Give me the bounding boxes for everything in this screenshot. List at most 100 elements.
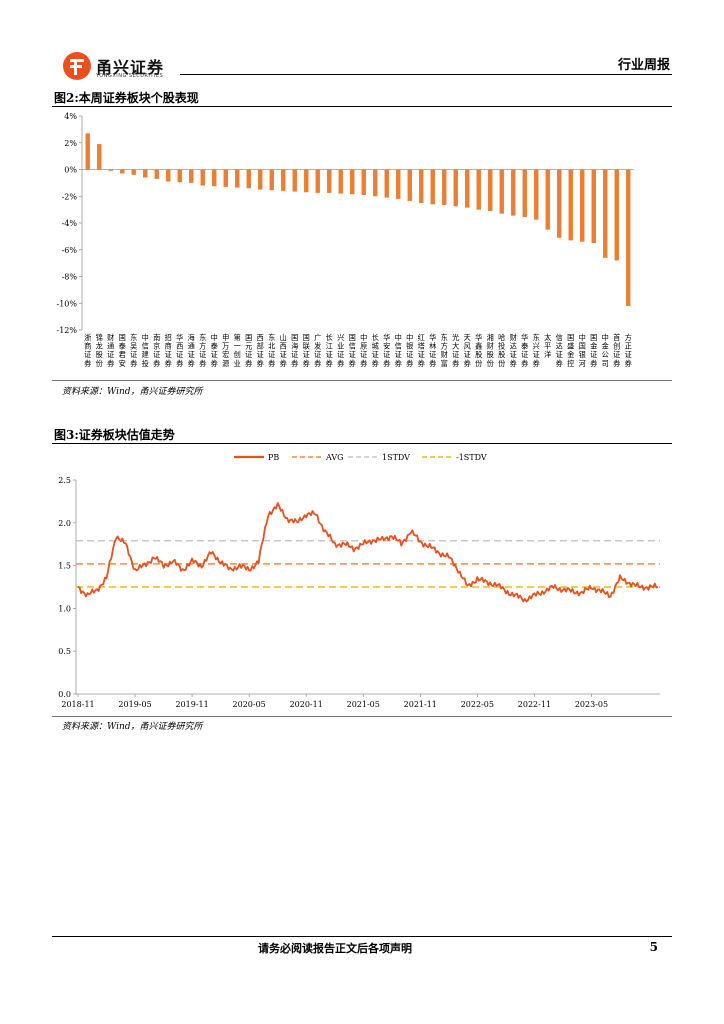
x-tick-label: 中信建投 (142, 333, 149, 368)
y-tick-label: 2.0 (58, 519, 71, 528)
x-tick-label: 2022-11 (518, 700, 551, 709)
bar (212, 169, 217, 187)
bar (85, 133, 90, 170)
x-tick-label: 2020-11 (290, 700, 323, 709)
y-tick-label: -6% (62, 246, 78, 255)
x-tick-label: 东兴证券 (533, 333, 540, 368)
x-tick-label: 第一创业 (234, 333, 241, 368)
x-tick-label: 国泰君安 (119, 333, 126, 368)
x-tick-label: 东方证券 (199, 333, 206, 368)
y-tick-label: 0.0 (58, 690, 71, 699)
bar (189, 169, 194, 183)
bar (246, 169, 251, 189)
bar (292, 169, 297, 192)
y-tick-label: -2% (62, 192, 78, 201)
x-tick-label: 浙商证券 (84, 333, 91, 368)
legend-label: AVG (325, 453, 344, 462)
x-tick-label: 国盛金控 (567, 333, 574, 368)
figure3-source: 资料来源：Wind，甬兴证券研究所 (62, 722, 203, 732)
x-tick-label: 南京证券 (153, 333, 160, 368)
company-logo (63, 52, 91, 80)
bar (396, 169, 401, 199)
bar (120, 169, 125, 174)
bar (580, 169, 585, 242)
bar (338, 169, 343, 194)
x-tick-label: 2023-05 (575, 700, 608, 709)
bar (177, 169, 182, 183)
x-tick-label: 海通证券 (188, 333, 195, 368)
x-tick-label: 西部证券 (257, 333, 264, 368)
bar (258, 169, 263, 190)
header-divider (180, 74, 672, 75)
x-tick-label: 天风证券 (464, 333, 471, 368)
figure3-source-divider (52, 716, 672, 717)
x-tick-label: 东北证券 (268, 333, 275, 368)
bar-chart: 4% 2% 0% -2% -4% -6% -8% -10% -12% 浙商证券锦龙股份财通证券国泰… (57, 112, 634, 368)
x-tick-label: 太平洋 (544, 333, 551, 359)
pb-line (77, 502, 659, 603)
bar (97, 144, 102, 170)
bar (488, 169, 493, 211)
x-tick-label: 中金公司 (602, 333, 609, 368)
bar (350, 169, 355, 195)
figure2-source: 资料来源：Wind，甬兴证券研究所 (62, 387, 203, 397)
bar (442, 169, 447, 205)
figure2-top-divider (52, 106, 672, 107)
x-tick-label: 哈投股份 (498, 333, 505, 368)
legend-label: 1STDV (382, 453, 410, 462)
figure3-top-divider (52, 443, 672, 444)
x-tick-label: 中银证券 (406, 333, 413, 368)
bar (315, 169, 320, 193)
bar (223, 169, 228, 187)
bar (373, 169, 378, 197)
bar (327, 169, 332, 193)
y-tick-label: -8% (62, 273, 78, 282)
x-tick-label: 华林证券 (429, 333, 436, 368)
x-tick-label: 山西证券 (280, 333, 287, 368)
report-type: 行业周报 (617, 58, 670, 73)
footer-divider (52, 936, 672, 937)
figure2-title: 图2:本周证券板块个股表现 (54, 91, 199, 105)
x-tick-label: 财通证券 (107, 333, 114, 368)
company-name-en: YONGXING SECURITIES (96, 73, 164, 79)
company-name: 甬兴证券 (96, 58, 165, 77)
bar (453, 169, 458, 207)
legend-label: PB (268, 453, 279, 462)
x-tick-label: 国海证券 (291, 333, 298, 368)
bar (499, 169, 504, 214)
x-tick-label: 东吴证券 (130, 333, 137, 368)
y-tick-label: -10% (57, 299, 78, 308)
x-tick-label: 兴业证券 (337, 333, 344, 368)
x-tick-label: 2020-05 (233, 700, 266, 709)
bar (614, 169, 619, 261)
bar (143, 169, 148, 178)
bar (626, 169, 631, 306)
y-tick-label: -4% (62, 219, 78, 228)
y-tick-label: 2.5 (58, 476, 71, 485)
bar (557, 169, 562, 238)
bar (465, 169, 470, 208)
bar (430, 169, 435, 205)
page-number: 5 (649, 940, 658, 954)
figure3-title: 图3:证券板块估值走势 (54, 428, 175, 442)
x-tick-label: 2018-11 (61, 700, 94, 709)
x-tick-label: 东方财富 (441, 333, 448, 368)
x-tick-label: 锦龙股份 (96, 333, 103, 368)
x-tick-label: 2021-11 (404, 700, 437, 709)
bar (154, 169, 159, 179)
x-tick-label: 广发证券 (314, 333, 321, 368)
legend-label: -1STDV (456, 453, 487, 462)
x-tick-label: 国信证券 (349, 333, 356, 368)
footer-disclaimer: 请务必阅读报告正文后各项声明 (258, 942, 412, 955)
x-tick-label: 中泰证券 (211, 333, 218, 368)
x-tick-label: 长城证券 (372, 333, 379, 368)
x-tick-label: 信达证券 (556, 333, 563, 368)
x-tick-label: 国元证券 (245, 333, 252, 368)
x-tick-label: 湘财股份 (487, 333, 494, 368)
bar (108, 169, 113, 171)
x-tick-label: 中原证券 (360, 333, 367, 368)
x-tick-label: 申万宏源 (222, 333, 229, 368)
x-tick-label: 中国银河 (579, 333, 586, 368)
x-tick-label: 光大证券 (452, 333, 459, 368)
y-tick-label: 0.5 (58, 647, 71, 656)
